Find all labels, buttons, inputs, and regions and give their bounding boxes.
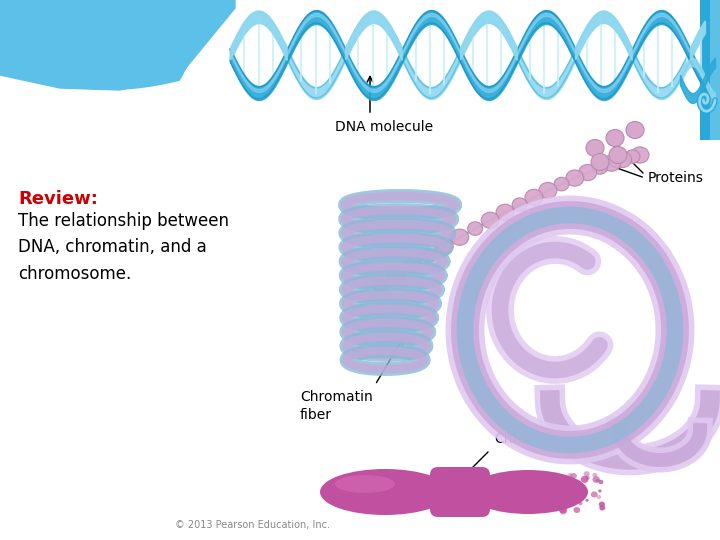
Text: Proteins: Proteins	[648, 171, 704, 185]
Ellipse shape	[468, 470, 588, 514]
Ellipse shape	[582, 488, 585, 490]
Ellipse shape	[613, 151, 631, 167]
Ellipse shape	[571, 492, 575, 495]
Ellipse shape	[571, 491, 576, 495]
Text: Review:: Review:	[18, 190, 98, 208]
Ellipse shape	[525, 190, 543, 206]
Ellipse shape	[481, 212, 499, 228]
Ellipse shape	[387, 267, 405, 283]
Ellipse shape	[598, 489, 602, 492]
Ellipse shape	[626, 122, 644, 138]
Text: Chromosome: Chromosome	[494, 432, 586, 446]
Ellipse shape	[557, 502, 564, 508]
Ellipse shape	[599, 505, 606, 510]
Bar	[700, 0, 720, 140]
Text: © 2013 Pearson Education, Inc.: © 2013 Pearson Education, Inc.	[175, 520, 330, 530]
Ellipse shape	[598, 480, 603, 484]
Text: DNA molecule: DNA molecule	[335, 120, 433, 134]
Text: Chromatin
fiber: Chromatin fiber	[300, 390, 373, 422]
Ellipse shape	[421, 249, 436, 262]
Ellipse shape	[496, 204, 514, 220]
Ellipse shape	[559, 495, 564, 500]
Ellipse shape	[570, 473, 577, 479]
Ellipse shape	[562, 478, 566, 481]
Ellipse shape	[451, 229, 469, 245]
Ellipse shape	[560, 508, 567, 515]
Ellipse shape	[585, 499, 589, 502]
Ellipse shape	[606, 130, 624, 146]
Ellipse shape	[512, 198, 527, 211]
Ellipse shape	[593, 476, 600, 483]
Polygon shape	[0, 0, 235, 90]
Ellipse shape	[631, 147, 649, 163]
Ellipse shape	[574, 507, 580, 513]
Ellipse shape	[571, 482, 577, 488]
Ellipse shape	[586, 139, 604, 157]
Text: The relationship between
DNA, chromatin, and a
chromosome.: The relationship between DNA, chromatin,…	[18, 212, 229, 283]
Ellipse shape	[596, 495, 601, 499]
Ellipse shape	[570, 496, 574, 501]
Bar	[710, 0, 720, 140]
Ellipse shape	[467, 222, 482, 235]
Ellipse shape	[595, 479, 600, 482]
Ellipse shape	[603, 155, 621, 171]
Ellipse shape	[559, 507, 567, 514]
Ellipse shape	[593, 473, 597, 477]
Ellipse shape	[372, 278, 387, 292]
Ellipse shape	[335, 475, 395, 493]
Polygon shape	[0, 0, 240, 90]
Ellipse shape	[320, 469, 450, 515]
Ellipse shape	[435, 238, 453, 254]
Ellipse shape	[625, 150, 640, 163]
Ellipse shape	[554, 177, 569, 191]
Ellipse shape	[591, 491, 598, 497]
Ellipse shape	[539, 183, 557, 199]
Ellipse shape	[585, 476, 590, 480]
FancyBboxPatch shape	[430, 467, 490, 517]
Ellipse shape	[609, 146, 627, 164]
Ellipse shape	[579, 502, 582, 505]
Ellipse shape	[564, 490, 567, 493]
Ellipse shape	[593, 161, 608, 174]
Ellipse shape	[591, 153, 609, 171]
Ellipse shape	[568, 473, 572, 477]
Ellipse shape	[579, 165, 597, 181]
Ellipse shape	[566, 170, 584, 186]
Ellipse shape	[565, 477, 569, 480]
Ellipse shape	[580, 476, 588, 483]
Ellipse shape	[574, 480, 581, 486]
Ellipse shape	[599, 502, 605, 507]
Ellipse shape	[584, 471, 590, 477]
Ellipse shape	[403, 257, 421, 273]
